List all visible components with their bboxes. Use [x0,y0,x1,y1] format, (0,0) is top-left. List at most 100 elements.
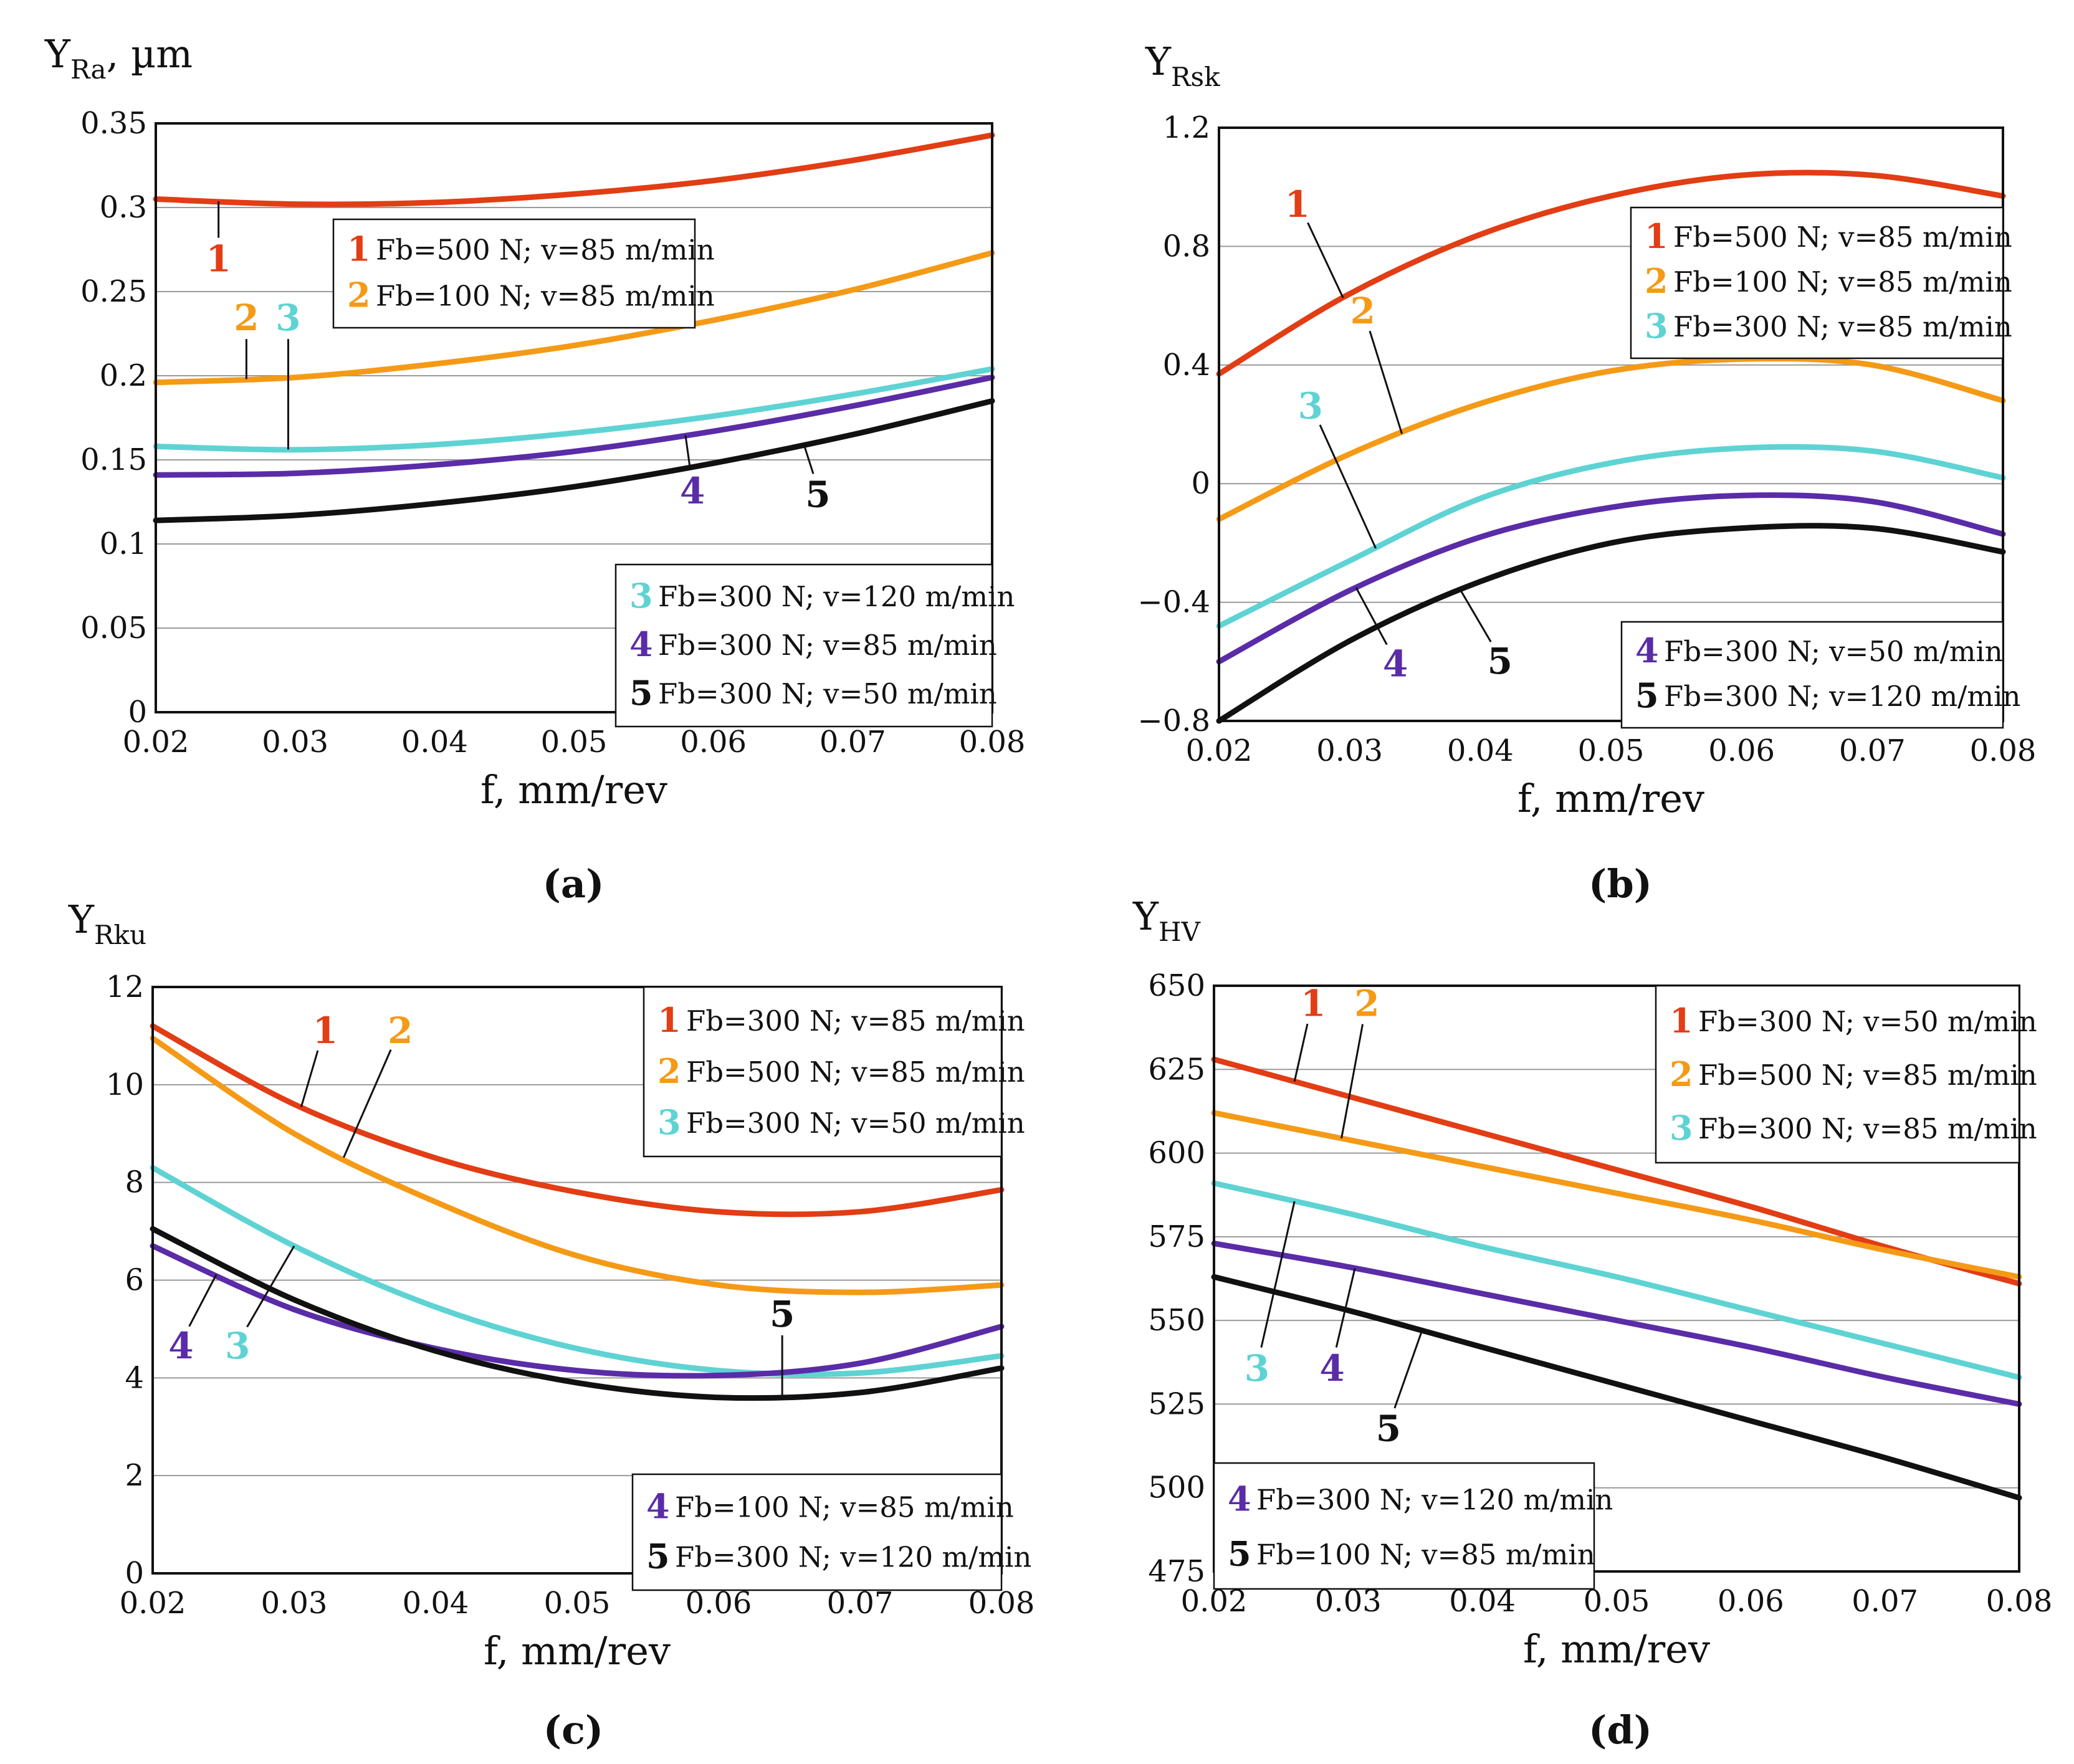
annotation-leader [246,1245,295,1328]
legend-label-1: Fb=500 N; v=85 m/min [1673,221,2012,254]
series-line-4 [1216,492,2006,665]
legend-box [643,986,1003,1158]
annotation-leader [1355,587,1388,646]
curve-number-2: 2 [1350,290,1375,332]
y-tick-label: 0.35 [80,106,147,141]
legend-box [631,1473,1003,1591]
legend-label-3: Fb=300 N; v=120 m/min [658,580,1015,613]
x-tick-label: 0.08 [959,725,1026,760]
x-tick-label: 0.05 [541,725,608,760]
series-line-1 [1216,169,2006,377]
x-tick-label: 0.07 [1852,1584,1918,1619]
y-axis-label: YRku [68,897,146,950]
x-tick-label: 0.05 [1584,1584,1650,1619]
legend-number-3: 3 [1670,1108,1693,1148]
y-tick-label: 0.15 [80,442,147,477]
series-line-3 [153,366,995,453]
y-tick-label: 475 [1148,1554,1205,1589]
plot-frame [151,986,1003,1575]
x-tick-label: 0.04 [1449,1584,1516,1619]
y-tick-label: 500 [1148,1471,1205,1505]
curve-number-5: 5 [1488,640,1512,682]
legend-number-2: 2 [1670,1054,1693,1094]
curve-number-2: 2 [1354,982,1379,1024]
annotation-leader [300,1050,319,1107]
legend-number-1: 1 [1670,1001,1693,1041]
curve-number-2: 2 [234,297,259,339]
legend-number-3: 3 [1645,306,1668,346]
annotation-leader [188,1274,217,1327]
annotation-leader [803,444,815,474]
legend-label-5: Fb=100 N; v=85 m/min [1256,1538,1595,1571]
annotation-leader [1369,330,1403,434]
y-tick-label: 8 [125,1165,144,1200]
y-tick-label: 0 [128,695,147,730]
legend-label-3: Fb=300 N; v=85 m/min [1698,1112,2037,1145]
annotation-leader [1340,1024,1364,1139]
y-tick-label: −0.4 [1137,585,1210,620]
series-line-2 [150,1035,1005,1295]
y-tick-label: 550 [1148,1303,1205,1338]
series-line-4 [153,374,995,478]
x-tick-label: 0.03 [1315,1584,1382,1619]
legend-number-1: 1 [347,229,371,269]
legend-label-4: Fb=100 N; v=85 m/min [675,1491,1014,1524]
y-tick-label: 625 [1148,1052,1205,1087]
panel-label: (c) [543,1707,603,1753]
y-tick-label: 0.1 [100,527,147,561]
legend-number-2: 2 [347,275,371,315]
y-tick-label: 0 [1191,466,1210,501]
legend-number-3: 3 [629,576,653,616]
legend-number-4: 4 [629,624,653,664]
curve-number-3: 3 [225,1325,250,1367]
legend-label-1: Fb=300 N; v=50 m/min [1698,1005,2037,1038]
legend-label-4: Fb=300 N; v=50 m/min [1664,635,2003,668]
legend-number-3: 3 [657,1102,681,1142]
series-line-3 [1211,1180,2022,1380]
series-line-1 [1211,1056,2022,1287]
curve-number-1: 1 [313,1009,338,1052]
x-axis-label: f, mm/rev [1517,776,1704,821]
y-tick-label: 600 [1148,1136,1205,1171]
series-line-5 [150,1226,1005,1401]
x-tick-label: 0.04 [403,1586,469,1621]
legend-box [1213,1462,1595,1590]
panel-label: (b) [1589,861,1652,907]
series-line-5 [1216,523,2006,724]
curve-number-3: 3 [275,297,300,339]
y-tick-label: 575 [1148,1219,1205,1254]
curve-number-4: 4 [1319,1347,1344,1390]
annotation-leader [1319,424,1377,549]
curve-number-5: 5 [1376,1408,1401,1450]
x-tick-label: 0.05 [1578,733,1645,768]
curve-number-5: 5 [770,1293,795,1335]
curve-number-5: 5 [805,474,830,516]
x-tick-label: 0.02 [1181,1584,1248,1619]
legend-label-5: Fb=300 N; v=50 m/min [658,677,997,710]
legend-number-4: 4 [1228,1479,1251,1518]
series-line-5 [153,398,995,523]
y-tick-label: 650 [1148,968,1205,1003]
plot-frame [1213,985,2020,1573]
y-tick-label: 0.3 [100,190,147,225]
series-line-1 [150,1023,1005,1218]
curve-number-1: 1 [206,238,231,280]
panel-label: (d) [1589,1707,1652,1753]
annotation-leader [1307,222,1344,298]
legend-label-1: Fb=500 N; v=85 m/min [376,233,715,266]
annotation-leader [343,1049,392,1158]
y-tick-label: 2 [125,1458,144,1493]
y-tick-label: 6 [125,1263,144,1298]
x-tick-label: 0.07 [820,725,886,760]
legend-number-5: 5 [1635,675,1659,715]
legend-label-2: Fb=500 N; v=85 m/min [686,1056,1025,1089]
legend-number-4: 4 [646,1487,670,1527]
legend-number-5: 5 [646,1537,670,1576]
legend-label-3: Fb=300 N; v=50 m/min [686,1107,1025,1140]
